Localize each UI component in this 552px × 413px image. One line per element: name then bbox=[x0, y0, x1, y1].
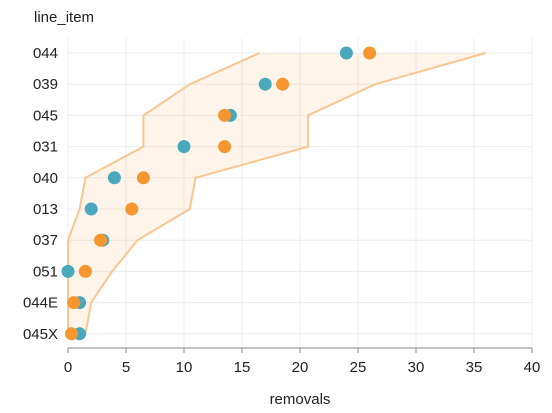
x-tick-labels: 0 5 10 15 20 25 30 35 40 bbox=[64, 359, 541, 376]
band-layer bbox=[67, 52, 486, 334]
y-tick-label: 040 bbox=[33, 170, 58, 187]
data-point-series-2 bbox=[276, 77, 290, 91]
data-point-series-1 bbox=[339, 46, 353, 60]
x-tick-label: 40 bbox=[524, 359, 541, 376]
data-point-series-2 bbox=[125, 202, 139, 216]
y-axis-title: line_item bbox=[34, 9, 94, 26]
data-point-series-2 bbox=[94, 233, 107, 247]
y-tick-label: 031 bbox=[33, 139, 58, 156]
data-point-series-2 bbox=[65, 327, 78, 341]
x-tick-label: 5 bbox=[122, 359, 130, 376]
y-tick-label: 039 bbox=[33, 76, 58, 93]
range-band-upper-edge bbox=[67, 52, 260, 334]
range-band-fill bbox=[68, 53, 486, 334]
y-tick-label: 037 bbox=[33, 232, 58, 249]
y-tick-label: 045X bbox=[23, 326, 58, 343]
range-band-lower-edge bbox=[84, 52, 486, 334]
grid bbox=[67, 38, 533, 348]
y-tick-label: 013 bbox=[33, 201, 58, 218]
data-point-series-1 bbox=[61, 264, 75, 278]
points-layer bbox=[61, 46, 377, 341]
y-tick-label: 045 bbox=[33, 107, 58, 124]
data-point-series-1 bbox=[84, 202, 98, 216]
data-point-series-2 bbox=[136, 171, 150, 185]
y-tick-label: 044 bbox=[33, 45, 58, 62]
x-tick-label: 25 bbox=[350, 359, 367, 376]
data-point-series-2 bbox=[78, 264, 92, 278]
x-tick-label: 0 bbox=[64, 359, 72, 376]
x-tick-label: 10 bbox=[176, 359, 193, 376]
data-point-series-2 bbox=[67, 296, 81, 310]
x-tick-label: 20 bbox=[292, 359, 309, 376]
y-tick-labels: 044 039 045 031 040 013 037 051 044E 045X bbox=[23, 45, 58, 343]
axes bbox=[67, 347, 533, 353]
data-point-series-2 bbox=[218, 140, 232, 154]
data-point-series-1 bbox=[177, 140, 191, 154]
data-point-series-1 bbox=[258, 77, 272, 91]
y-tick-label: 051 bbox=[33, 263, 58, 280]
data-point-series-1 bbox=[107, 171, 121, 185]
data-point-series-2 bbox=[218, 108, 232, 122]
y-tick-label: 044E bbox=[23, 295, 58, 312]
x-axis-title: removals bbox=[270, 391, 331, 408]
x-tick-label: 30 bbox=[408, 359, 425, 376]
x-tick-label: 35 bbox=[466, 359, 483, 376]
x-tick-label: 15 bbox=[234, 359, 251, 376]
data-point-series-2 bbox=[363, 46, 377, 60]
